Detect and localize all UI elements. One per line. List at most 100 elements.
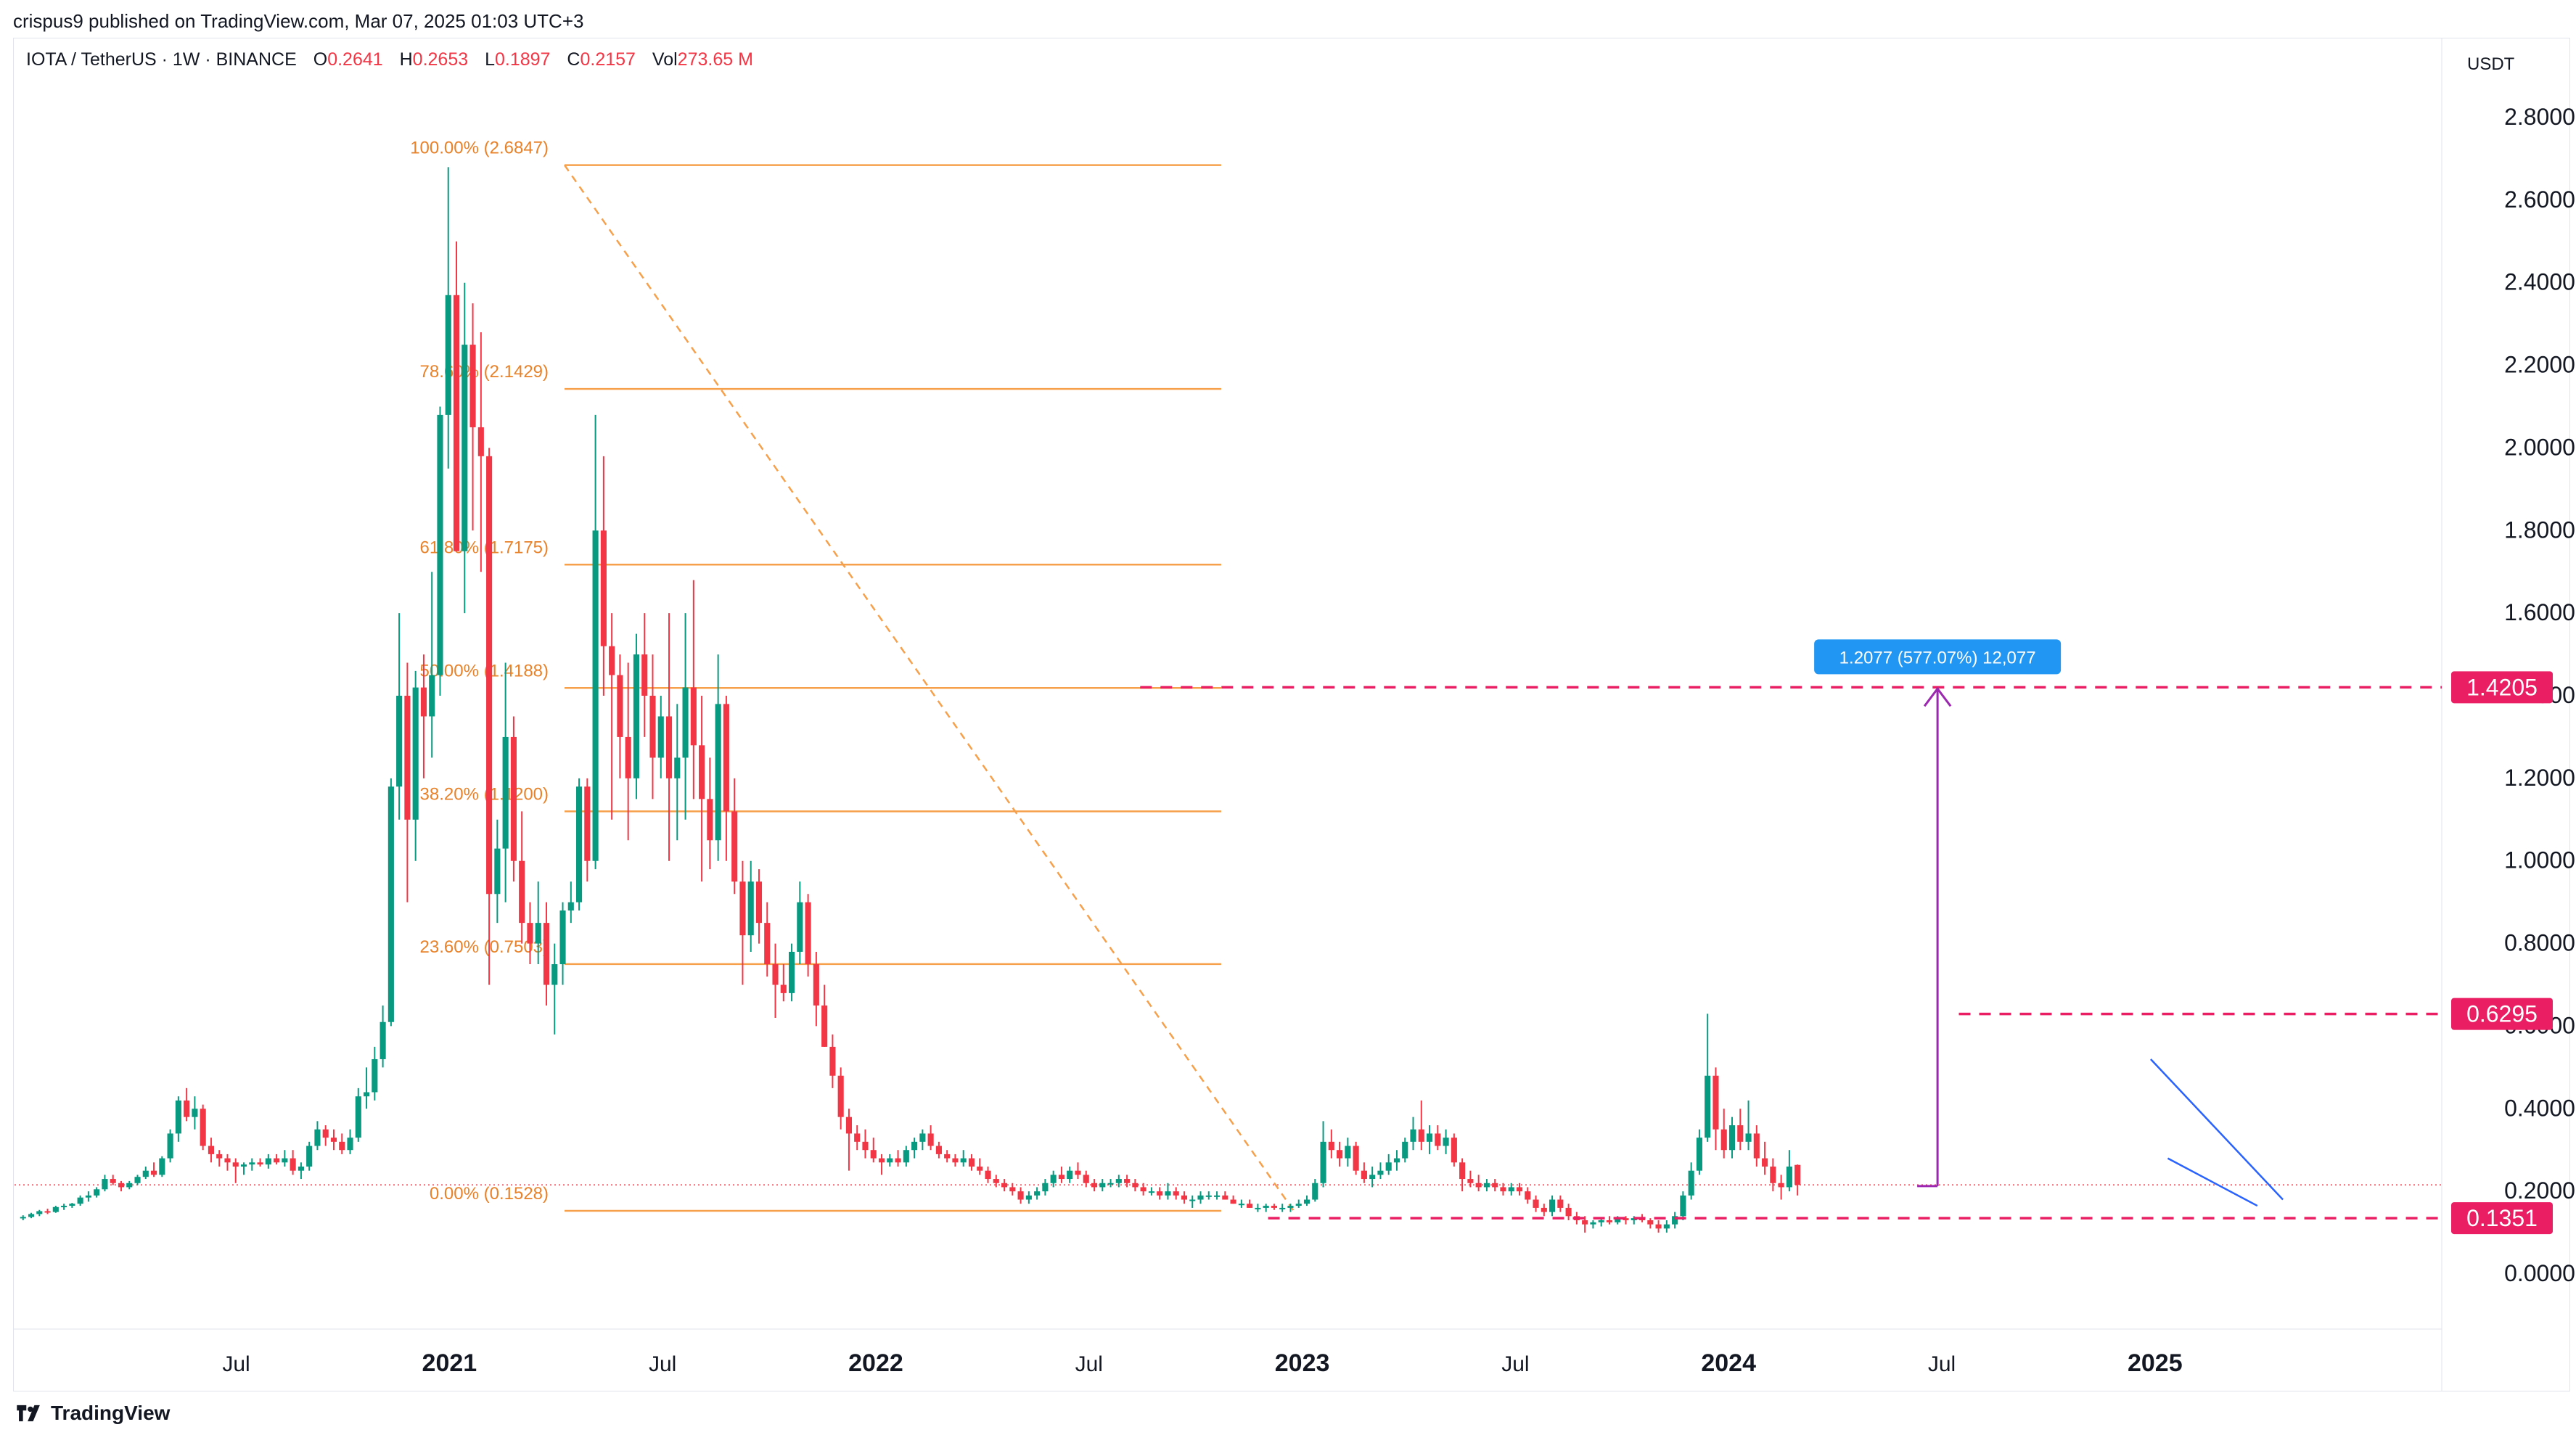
candle <box>1279 1204 1286 1212</box>
candle-body <box>486 456 493 895</box>
candle <box>1598 1218 1604 1227</box>
candle-body <box>682 687 689 758</box>
candle <box>845 1109 852 1171</box>
candle <box>1467 1170 1474 1188</box>
candle-body <box>1590 1222 1596 1225</box>
tradingview-brand: TradingView <box>51 1402 171 1424</box>
candle <box>232 1158 239 1183</box>
candle-body <box>927 1133 934 1146</box>
candle <box>1001 1179 1008 1192</box>
candle <box>968 1154 975 1171</box>
candle <box>510 716 517 882</box>
candle-body <box>543 923 550 985</box>
candle <box>240 1162 247 1175</box>
candle <box>453 241 460 551</box>
candle-body <box>1247 1204 1253 1208</box>
candle <box>1075 1162 1081 1180</box>
y-tick-label: 1.2000 <box>2504 765 2575 791</box>
price-level-badge <box>2451 671 2553 704</box>
candle-body <box>1451 1138 1457 1163</box>
candle-body <box>1287 1206 1294 1208</box>
candle <box>1606 1216 1613 1225</box>
candle <box>1205 1191 1212 1200</box>
candle-body <box>364 1092 370 1097</box>
close-label: C <box>567 49 581 70</box>
candle-body <box>118 1183 125 1188</box>
symbol-name[interactable]: IOTA / TetherUS · 1W · BINANCE <box>26 49 297 70</box>
candle <box>61 1204 67 1210</box>
candle-body <box>821 1005 828 1047</box>
candle <box>797 881 803 965</box>
candle-body <box>935 1146 942 1154</box>
candle <box>1483 1179 1490 1192</box>
candle-body <box>20 1217 26 1219</box>
x-tick-label: Jul <box>649 1352 676 1376</box>
candle-body <box>755 881 763 924</box>
candle <box>927 1125 934 1151</box>
candle <box>1475 1175 1482 1192</box>
candle-body <box>1312 1183 1318 1200</box>
candle <box>1778 1175 1784 1200</box>
candle <box>477 332 484 572</box>
candle-body <box>257 1162 263 1165</box>
candle-body <box>274 1158 280 1163</box>
candle-body <box>1099 1183 1106 1188</box>
candle <box>895 1150 901 1167</box>
candle <box>1393 1150 1400 1171</box>
candle <box>1533 1195 1539 1212</box>
candle-body <box>167 1133 173 1159</box>
candle-body <box>69 1204 75 1206</box>
candle-body <box>1091 1183 1098 1188</box>
candle <box>1328 1129 1334 1159</box>
candle-body <box>674 757 681 778</box>
candle-body <box>1042 1183 1049 1192</box>
tradingview-footer[interactable]: TradingView <box>13 1402 170 1425</box>
candle <box>1165 1183 1171 1200</box>
wedge-upper-line <box>2150 1058 2284 1201</box>
currency-label: USDT <box>2467 54 2515 74</box>
candle <box>821 984 828 1047</box>
candle <box>903 1146 909 1167</box>
candle-body <box>1107 1183 1114 1185</box>
chart-frame <box>13 38 2570 1391</box>
candle <box>878 1154 885 1175</box>
candle <box>657 696 664 778</box>
candle <box>134 1175 141 1185</box>
candle-body <box>1213 1195 1221 1197</box>
candle-body <box>1475 1183 1482 1188</box>
candle <box>200 1104 206 1151</box>
candle-body <box>1009 1187 1016 1192</box>
candle <box>1418 1100 1424 1151</box>
candle <box>1271 1204 1277 1210</box>
candle <box>1435 1125 1441 1151</box>
candle-body <box>387 786 394 1022</box>
candle-body <box>600 530 607 646</box>
candle <box>290 1150 296 1175</box>
candle <box>1508 1183 1514 1196</box>
candle-body <box>592 530 599 861</box>
candle <box>887 1154 893 1167</box>
fib-trend-line <box>563 164 1295 1212</box>
candle <box>77 1195 83 1206</box>
candle-body <box>216 1154 223 1159</box>
candle-body <box>1426 1133 1433 1142</box>
candle-body <box>527 923 533 944</box>
candle <box>682 613 689 820</box>
price-level-badge <box>2451 1202 2553 1235</box>
candle <box>69 1203 75 1208</box>
candle <box>175 1096 181 1142</box>
candle <box>110 1175 116 1185</box>
candle-body <box>404 696 411 820</box>
candle-body <box>412 687 419 820</box>
candle <box>1696 1129 1702 1175</box>
candle-body <box>584 786 591 861</box>
candle-body <box>690 687 697 746</box>
candle-body <box>1067 1170 1073 1180</box>
candle-body <box>1492 1183 1498 1188</box>
candle-body <box>1001 1183 1008 1188</box>
candle <box>282 1150 288 1167</box>
candle-body <box>1205 1195 1212 1197</box>
candle-body <box>322 1129 329 1138</box>
open-label: O <box>313 49 328 70</box>
